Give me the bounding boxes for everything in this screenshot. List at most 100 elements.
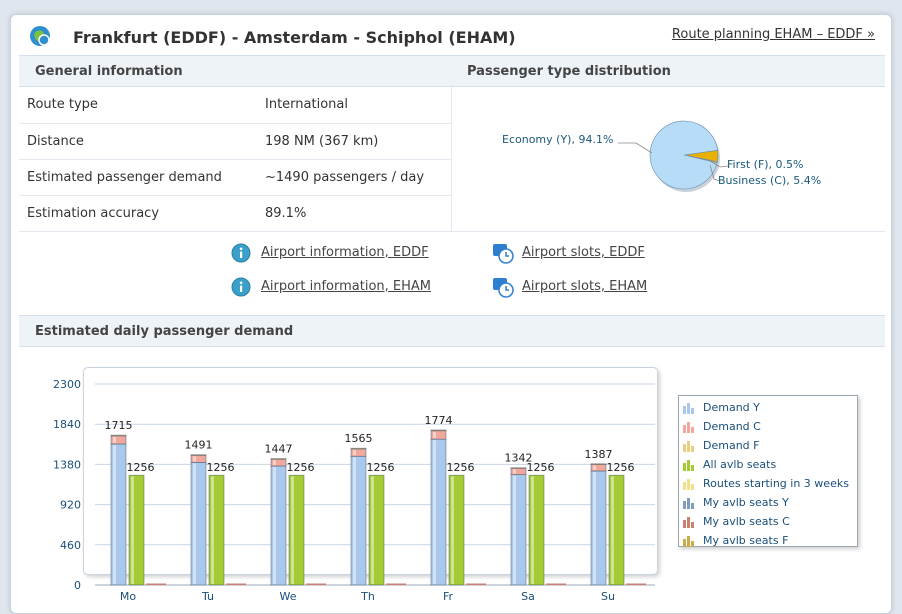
accuracy-value: 89.1% xyxy=(265,205,307,221)
globe-logo-icon xyxy=(30,26,50,46)
route-type-label: Route type xyxy=(19,87,261,124)
demand-total-label: 1447 xyxy=(265,443,293,456)
airport-slots-eham-link[interactable]: Airport slots, EHAM xyxy=(522,279,648,294)
my-avlb-seats-bar xyxy=(626,583,646,585)
economy-leader-line xyxy=(618,142,653,154)
demand-heading: Estimated daily passenger demand xyxy=(35,324,294,339)
y-tick-label: 460 xyxy=(60,539,81,552)
all-avlb-seats-bar-highlight xyxy=(451,476,454,584)
my-avlb-seats-bar xyxy=(226,583,246,585)
route-type-value: International xyxy=(261,87,451,124)
avlb-seats-label: 1256 xyxy=(607,461,635,474)
y-tick-label: 920 xyxy=(60,499,81,512)
x-tick-label: Mo xyxy=(120,590,136,603)
passenger-distribution-chart: Economy (Y), 94.1% First (F), 0.5% Busin… xyxy=(451,87,885,231)
all-avlb-seats-bar xyxy=(608,474,625,586)
demand-y-bar-highlight xyxy=(433,440,436,584)
general-info-heading: General information xyxy=(35,64,183,79)
route-panel: Frankfurt (EDDF) - Amsterdam - Schiphol … xyxy=(10,14,892,614)
demand-f-bar xyxy=(190,454,207,456)
table-row: Distance 198 NM (367 km) xyxy=(19,123,451,160)
demand-total-label: 1491 xyxy=(185,439,213,452)
legend-item[interactable]: My avlb seats F xyxy=(703,534,789,547)
pie-chart xyxy=(618,120,729,192)
x-tick-label: We xyxy=(280,590,297,603)
x-tick-label: Tu xyxy=(201,590,214,603)
demand-value: ~1490 passengers / day xyxy=(261,159,451,196)
all-avlb-seats-bar xyxy=(208,474,225,586)
table-row: Estimation accuracy 89.1% xyxy=(19,195,451,231)
avlb-seats-label: 1256 xyxy=(207,461,235,474)
title-bar: Frankfurt (EDDF) - Amsterdam - Schiphol … xyxy=(11,15,891,55)
distribution-heading: Passenger type distribution xyxy=(467,64,671,79)
legend-item[interactable]: My avlb seats C xyxy=(703,515,790,528)
info-icon xyxy=(231,277,251,297)
table-row: Estimated passenger demand ~1490 passeng… xyxy=(19,159,451,196)
demand-y-bar-highlight xyxy=(513,475,516,584)
y-tick-label: 1840 xyxy=(53,418,81,431)
demand-f-bar xyxy=(110,434,127,437)
demand-c-bar-highlight xyxy=(593,465,596,470)
airport-slots-clock-icon xyxy=(493,278,514,298)
legend-swatch-icon xyxy=(683,403,695,414)
accuracy-label: Estimation accuracy xyxy=(27,205,160,221)
demand-y-bar-highlight xyxy=(113,444,116,584)
legend-swatch-icon xyxy=(683,479,695,490)
bar-chart: 0 460 920 1380 1840 2300 1715 1256 Mo 1491 1256 Tu 1… xyxy=(53,378,655,603)
legend-item[interactable]: All avlb seats xyxy=(703,458,777,471)
legend-item[interactable]: Routes starting in 3 weeks xyxy=(703,477,849,490)
avlb-seats-label: 1256 xyxy=(127,461,155,474)
my-avlb-seats-bar xyxy=(386,583,406,585)
legend-swatch-icon xyxy=(683,536,695,547)
legend-swatch-icon xyxy=(683,498,695,509)
y-tick-label: 0 xyxy=(74,579,81,592)
demand-total-label: 1715 xyxy=(105,419,133,432)
legend-item[interactable]: My avlb seats Y xyxy=(703,496,789,509)
avlb-seats-label: 1256 xyxy=(447,461,475,474)
airport-slots-eddf-link[interactable]: Airport slots, EDDF xyxy=(522,245,645,260)
my-avlb-seats-bar xyxy=(146,583,166,585)
all-avlb-seats-bar xyxy=(448,474,465,586)
general-info-table: Route type International Distance 198 NM… xyxy=(19,87,451,231)
all-avlb-seats-bar xyxy=(288,474,305,586)
avlb-seats-label: 1256 xyxy=(367,461,395,474)
all-avlb-seats-bar-highlight xyxy=(211,476,214,584)
all-avlb-seats-bar-highlight xyxy=(531,476,534,584)
demand-f-bar xyxy=(270,458,287,460)
legend-item[interactable]: Demand F xyxy=(703,439,760,452)
info-icon xyxy=(231,243,251,263)
economy-slice xyxy=(649,120,719,190)
all-avlb-seats-bar-highlight xyxy=(611,476,614,584)
all-avlb-seats-bar xyxy=(528,474,545,586)
airport-slots-clock-icon xyxy=(493,244,514,264)
table-row: Route type International xyxy=(19,87,451,124)
distance-value: 198 NM (367 km) xyxy=(261,123,451,160)
demand-f-bar xyxy=(510,467,527,469)
legend-item[interactable]: Demand C xyxy=(703,420,761,433)
demand-c-bar-highlight xyxy=(193,456,196,462)
airport-links: Airport information, EDDF Airport inform… xyxy=(19,231,885,309)
demand-y-bar-highlight xyxy=(273,466,276,584)
info-header-bar: General information Passenger type distr… xyxy=(19,55,885,87)
legend-swatch-icon xyxy=(683,460,695,471)
route-planning-link[interactable]: Route planning EHAM – EDDF » xyxy=(671,27,875,42)
x-tick-label: Su xyxy=(601,590,615,603)
all-avlb-seats-bar xyxy=(128,474,145,586)
demand-y-bar-highlight xyxy=(193,463,196,584)
business-leader-line xyxy=(709,164,721,182)
x-tick-label: Th xyxy=(360,590,375,603)
demand-c-bar-highlight xyxy=(433,431,436,439)
demand-c-bar-highlight xyxy=(113,436,116,443)
demand-header-bar: Estimated daily passenger demand xyxy=(19,315,885,347)
x-tick-label: Sa xyxy=(521,590,535,603)
demand-c-bar-highlight xyxy=(513,469,516,474)
all-avlb-seats-bar xyxy=(368,474,385,586)
legend-item[interactable]: Demand Y xyxy=(703,401,760,414)
airport-info-eham-link[interactable]: Airport information, EHAM xyxy=(261,279,432,294)
economy-slice-label: Economy (Y), 94.1% xyxy=(502,133,614,146)
distance-label: Distance xyxy=(19,123,261,160)
demand-total-label: 1565 xyxy=(345,432,373,445)
legend-swatch-icon xyxy=(683,441,695,452)
x-tick-label: Fr xyxy=(443,590,454,603)
airport-info-eddf-link[interactable]: Airport information, EDDF xyxy=(261,245,429,260)
